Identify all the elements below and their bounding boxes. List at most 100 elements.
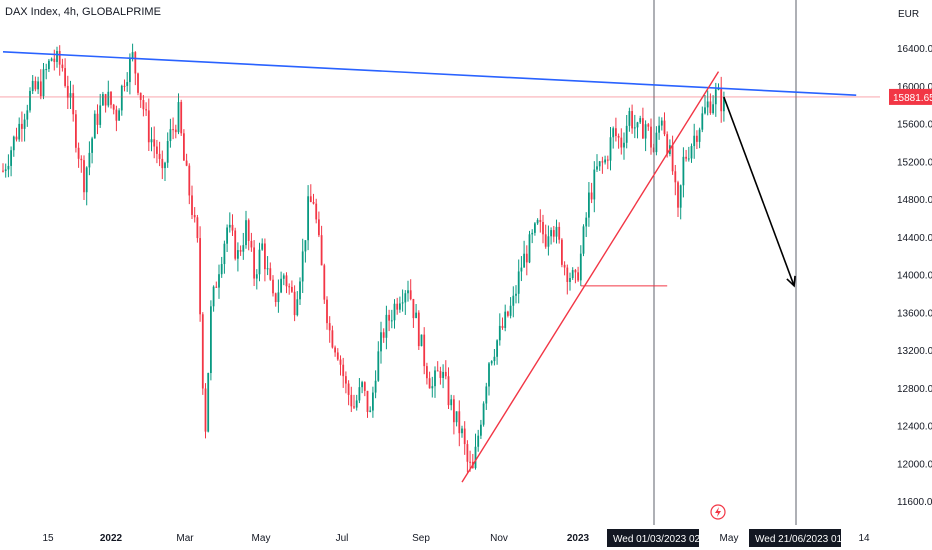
y-tick-label: 16000.00 xyxy=(897,82,932,93)
candle-body xyxy=(552,230,555,237)
price-axis[interactable]: EUR 11600.00 12000.00 12400.00 12800.00 13200… xyxy=(897,9,932,508)
candle-body xyxy=(72,93,75,115)
candle-body xyxy=(255,274,258,279)
x-tick-label: May xyxy=(252,533,271,544)
candle-body xyxy=(228,224,231,228)
candle-body xyxy=(45,69,48,71)
candle-body xyxy=(671,145,674,172)
candle-body xyxy=(536,219,539,224)
candle-body xyxy=(633,127,636,129)
y-tick-label: 12800.00 xyxy=(897,384,932,395)
candlestick-series xyxy=(2,43,725,473)
candle-body xyxy=(415,312,417,319)
candle-body xyxy=(64,68,66,86)
currency-label: EUR xyxy=(898,9,919,20)
candle-body xyxy=(509,305,512,316)
candle-body xyxy=(385,314,388,338)
projection-arrow-line[interactable] xyxy=(723,96,795,287)
candle-body xyxy=(50,58,53,61)
candle-body xyxy=(488,363,490,387)
candle-body xyxy=(145,109,147,111)
candle-body xyxy=(166,141,169,163)
candle-body xyxy=(150,139,153,143)
y-tick-label: 13200.00 xyxy=(897,346,932,357)
candle-body xyxy=(539,219,542,222)
x-tick-label: Sep xyxy=(412,533,430,544)
candle-body xyxy=(625,125,628,143)
candle-body xyxy=(23,119,26,129)
candle-body xyxy=(80,158,83,161)
time-axis[interactable]: 15 2022 Mar May Jul Sep Nov 2023 May 14 xyxy=(42,533,870,544)
cursor-date-tag: Wed 01/03/2023 02:30 xyxy=(607,529,714,547)
candle-body xyxy=(26,110,29,120)
candle-body xyxy=(237,250,239,259)
cursor-date-label: Wed 21/06/2023 01:30 xyxy=(755,534,856,545)
y-tick-label: 15200.00 xyxy=(897,157,932,168)
candle-body xyxy=(12,136,15,151)
candle-body xyxy=(493,356,496,362)
candle-body xyxy=(447,376,450,406)
candle-body xyxy=(245,220,247,246)
candle-body xyxy=(588,192,590,218)
candle-body xyxy=(687,158,690,160)
candle-body xyxy=(474,446,477,469)
candle-body xyxy=(617,135,620,138)
candle-body xyxy=(404,293,407,303)
candle-body xyxy=(215,286,218,288)
candle-body xyxy=(644,124,647,139)
candle-body xyxy=(291,286,293,292)
lightning-icon[interactable] xyxy=(710,504,726,520)
candle-body xyxy=(358,387,361,401)
candle-body xyxy=(177,102,180,133)
candle-body xyxy=(698,129,701,142)
candle-body xyxy=(223,243,226,265)
candle-body xyxy=(498,325,501,341)
candle-body xyxy=(550,230,552,237)
candle-body xyxy=(91,138,93,153)
candle-body xyxy=(674,171,677,183)
candle-body xyxy=(547,236,550,247)
candle-body xyxy=(196,217,199,239)
candle-body xyxy=(77,147,80,159)
candle-body xyxy=(655,132,658,153)
candle-body xyxy=(107,91,110,106)
support-trendline[interactable] xyxy=(461,71,720,483)
x-tick-label: 2022 xyxy=(100,533,123,544)
candle-body xyxy=(574,270,577,273)
candle-body xyxy=(642,118,644,139)
candle-body xyxy=(528,234,531,263)
candle-body xyxy=(396,303,399,310)
candle-body xyxy=(563,264,566,268)
candle-body xyxy=(339,359,342,365)
candle-body xyxy=(220,264,223,275)
candle-body xyxy=(490,361,493,364)
candle-body xyxy=(210,306,212,374)
candle-body xyxy=(234,230,237,259)
candle-body xyxy=(2,170,4,172)
x-tick-label: Nov xyxy=(490,533,508,544)
candle-body xyxy=(191,195,193,215)
candle-body xyxy=(172,129,174,131)
candle-body xyxy=(110,91,112,105)
candle-body xyxy=(650,126,652,148)
candle-body xyxy=(480,424,482,436)
candle-body xyxy=(366,390,369,412)
candle-body xyxy=(393,303,396,321)
candle-body xyxy=(301,251,304,282)
candle-body xyxy=(75,114,77,148)
y-tick-label: 13600.00 xyxy=(897,308,932,319)
candle-body xyxy=(153,139,156,147)
candle-body xyxy=(134,52,137,74)
resistance-trendline[interactable] xyxy=(2,50,857,96)
candle-body xyxy=(34,80,37,90)
candle-body xyxy=(390,320,393,322)
candle-body xyxy=(496,340,498,357)
y-tick-label: 12400.00 xyxy=(897,422,932,433)
candle-body xyxy=(93,113,96,139)
candle-body xyxy=(37,81,39,90)
candle-body xyxy=(334,347,336,353)
candle-body xyxy=(137,73,139,93)
projection-arrow-head xyxy=(786,275,796,288)
candle-body xyxy=(307,196,309,241)
